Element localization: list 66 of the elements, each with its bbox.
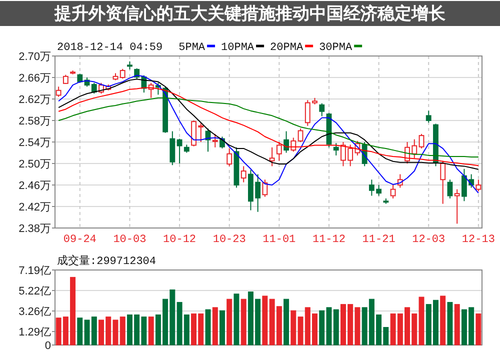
y-tick-label: 2.58万 (18, 116, 51, 128)
bar (205, 309, 211, 346)
bar (148, 316, 154, 346)
candlestick (62, 74, 68, 84)
y-tick-label: 2.38万 (18, 223, 51, 235)
candlestick (319, 102, 325, 117)
x-tick-label: 10-03 (113, 234, 146, 246)
candlestick (240, 166, 246, 183)
y-tick-label: 2.54万 (18, 137, 51, 149)
y-tick-label: 1.29亿 (18, 326, 51, 339)
candlestick (426, 110, 432, 124)
candlestick (454, 188, 460, 224)
bar (447, 302, 453, 346)
candlestick (440, 160, 446, 204)
y-tick-label: 2.66万 (18, 72, 51, 84)
bar (220, 310, 225, 346)
candlestick (284, 130, 289, 154)
y-tick-label: 2.42万 (18, 202, 51, 214)
candlestick (298, 128, 304, 142)
candlestick (476, 179, 482, 192)
candlestick (276, 142, 282, 162)
candlestick (390, 184, 396, 199)
candlestick (212, 133, 218, 148)
x-tick-label: 11-12 (312, 234, 346, 246)
candlestick (91, 82, 97, 94)
y-tick-label: 2.46万 (18, 180, 51, 192)
candlestick (176, 138, 182, 164)
bar (454, 304, 460, 346)
candlestick (262, 179, 268, 198)
x-tick-label: 12-13 (462, 234, 495, 246)
y-tick-label: 5.22亿 (18, 286, 51, 298)
x-tick-label: 09-24 (63, 234, 97, 246)
candlestick (418, 133, 424, 149)
chart-title: 成交量:299712304 (57, 254, 156, 268)
y-tick-label: 7.19亿 (18, 265, 51, 277)
candlestick (269, 146, 275, 167)
y-tick-label: 2.62万 (18, 94, 51, 106)
candlestick (77, 73, 83, 84)
x-tick-label: 12-03 (412, 234, 446, 246)
candlestick (333, 142, 339, 156)
bar (234, 294, 240, 346)
candlestick (170, 130, 176, 166)
legend-label: 20PMA (270, 42, 304, 54)
y-tick-label: 2.70万 (18, 51, 51, 63)
x-tick-label: 11-01 (262, 234, 296, 246)
bar (212, 307, 218, 346)
text: 提升外资信心的五大关键措施推动中国经济稳定增长 (54, 4, 446, 23)
bar (476, 313, 482, 346)
chart-title: 2018-12-14 04:59 (57, 42, 163, 54)
candlestick (226, 148, 232, 167)
bar (440, 296, 446, 346)
bar (240, 298, 246, 346)
x-tick-label: 10-12 (163, 234, 196, 246)
legend-label: 30PMA (319, 42, 352, 54)
x-tick-label: 10-23 (212, 234, 246, 246)
legend-label: 10PMA (221, 42, 254, 54)
y-tick-label: 0 (44, 340, 51, 352)
legend-label: 5PMA (178, 42, 206, 54)
candlestick (290, 137, 296, 152)
bar (226, 298, 232, 346)
candlestick (120, 68, 126, 80)
x-tick-label: 11-21 (362, 234, 396, 246)
y-tick-label: 2.50万 (18, 158, 51, 170)
bar (284, 298, 290, 346)
y-tick-label: 3.26亿 (18, 306, 51, 318)
candlestick (447, 179, 453, 199)
